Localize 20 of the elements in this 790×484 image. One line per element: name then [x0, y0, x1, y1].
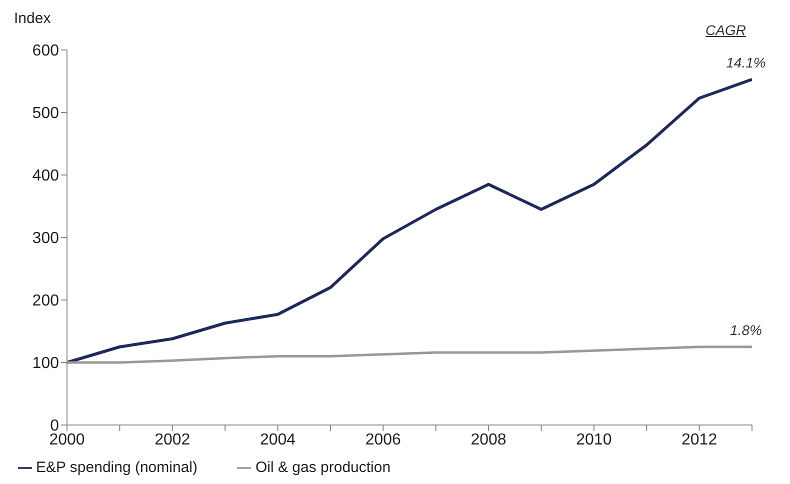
annotation: 14.1%	[726, 54, 766, 70]
x-tick-label: 2008	[470, 431, 506, 448]
y-tick-label: 200	[32, 292, 60, 310]
x-tick-label: 2012	[682, 431, 718, 448]
y-tick-label: 500	[32, 105, 60, 122]
x-tick-label: 2004	[260, 431, 296, 448]
line-series	[67, 346, 752, 364]
text: CAGR	[706, 22, 746, 38]
y-tick-label: 300	[32, 230, 60, 248]
legend-label: E&P spending (nominal)	[36, 459, 198, 476]
y-tick-label: 600	[32, 42, 60, 60]
y-axis-title: Index	[14, 10, 51, 27]
x-tick-label: 2010	[576, 431, 612, 448]
y-tick-label: 400	[32, 168, 60, 185]
x-tick-label: 2006	[365, 431, 402, 448]
legend-label: Oil & gas production	[255, 459, 391, 476]
x-tick-label: 2000	[49, 431, 85, 448]
y-tick-label: 100	[32, 355, 60, 372]
x-tick-label: 2002	[154, 431, 190, 448]
annotation: 1.8%	[730, 322, 762, 338]
